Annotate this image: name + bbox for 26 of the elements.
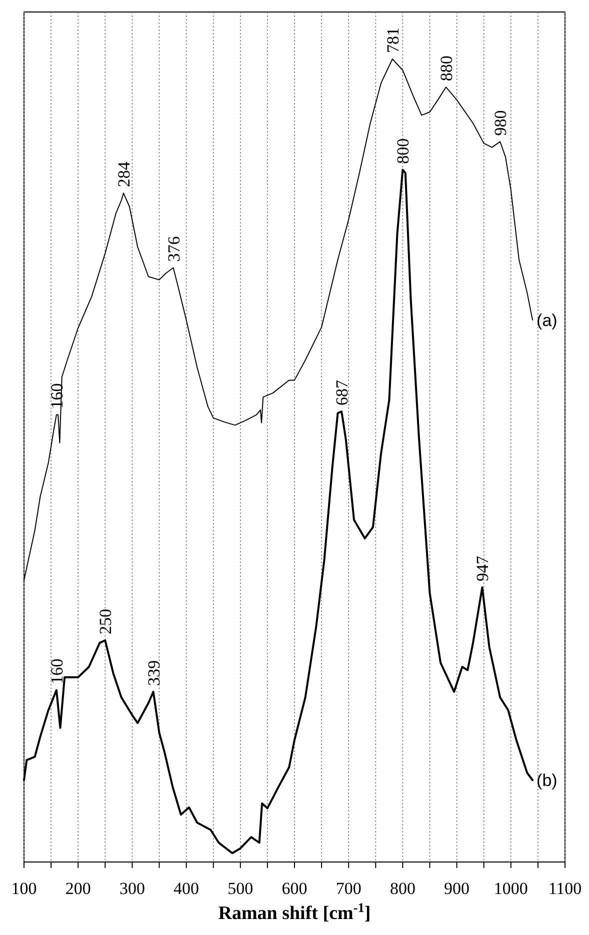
x-tick-label: 700 xyxy=(336,879,362,898)
x-tick-label: 100 xyxy=(11,879,37,898)
x-tick-label: 1000 xyxy=(494,879,528,898)
x-tick-label: 600 xyxy=(282,879,308,898)
annotation: 687 xyxy=(332,380,352,406)
annotation: 980 xyxy=(491,110,510,136)
x-tick-label: 200 xyxy=(65,879,91,898)
x-tick-label: 300 xyxy=(119,879,145,898)
annotation: 250 xyxy=(96,608,116,634)
annotation: 947 xyxy=(473,555,492,582)
x-axis-title: Raman shift [cm$^{-1}$] xyxy=(218,900,371,924)
annotation: 160 xyxy=(47,383,66,409)
annotation: 800 xyxy=(394,138,413,164)
x-tick-label: 800 xyxy=(390,879,416,898)
x-tick-label: 1100 xyxy=(548,879,582,898)
annotation: 880 xyxy=(436,56,456,82)
annotation: 160 xyxy=(47,658,66,684)
annotation: 339 xyxy=(144,660,164,686)
x-tick-label: 500 xyxy=(228,879,254,898)
annotation: 376 xyxy=(164,236,184,262)
annotation: 284 xyxy=(114,161,134,188)
annotation: 781 xyxy=(383,28,402,53)
series-label: (b) xyxy=(536,771,558,790)
x-tick-label: 900 xyxy=(444,879,470,898)
series-label: (a) xyxy=(536,310,558,330)
x-tick-label: 400 xyxy=(174,879,200,898)
